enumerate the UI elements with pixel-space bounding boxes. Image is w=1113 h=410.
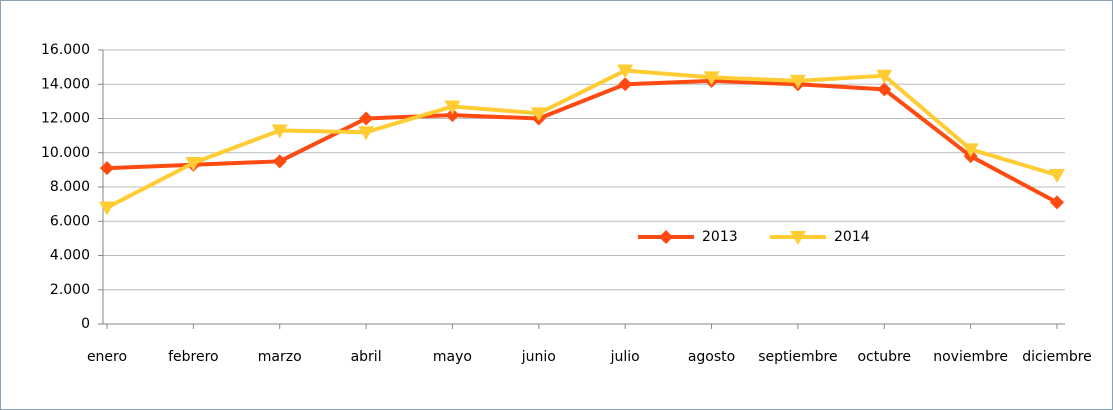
x-tick-label: junio <box>521 349 556 365</box>
data-point <box>877 82 892 97</box>
data-point <box>530 107 547 122</box>
legend-label: 2014 <box>834 229 870 245</box>
y-tick-label: 16.000 <box>41 42 90 58</box>
y-tick-label: 10.000 <box>41 145 90 161</box>
data-point <box>789 74 806 89</box>
legend-label: 2013 <box>702 229 738 245</box>
data-point <box>100 161 114 176</box>
series-line <box>106 68 1058 210</box>
x-tick-label: noviembre <box>933 349 1008 365</box>
y-tick-label: 4.000 <box>50 248 90 264</box>
data-point <box>358 126 375 141</box>
data-point <box>272 154 287 169</box>
y-tick-label: 2.000 <box>50 282 90 298</box>
data-point <box>703 71 720 86</box>
x-tick-label: diciembre <box>1022 349 1092 365</box>
x-tick-label: octubre <box>857 349 911 365</box>
x-tick-label: julio <box>610 349 640 365</box>
data-point <box>271 124 288 139</box>
y-tick-label: 0 <box>81 316 90 332</box>
x-tick-label: abril <box>351 349 382 365</box>
data-point <box>99 201 115 216</box>
data-point <box>444 100 461 115</box>
x-tick-label: marzo <box>258 349 302 365</box>
data-point <box>445 108 460 123</box>
data-point <box>617 64 634 79</box>
x-tick-label: febrero <box>168 349 219 365</box>
x-tick-label: agosto <box>688 349 735 365</box>
series-line <box>106 78 1058 205</box>
data-point <box>618 77 633 92</box>
y-tick-label: 6.000 <box>50 213 90 229</box>
legend-marker <box>659 230 673 244</box>
y-tick-label: 8.000 <box>50 179 90 195</box>
x-tick-label: enero <box>87 349 127 365</box>
data-point <box>1050 195 1064 210</box>
data-point <box>876 69 893 84</box>
x-tick-label: septiembre <box>758 349 837 365</box>
y-tick-label: 14.000 <box>41 76 90 92</box>
data-point <box>185 157 202 172</box>
data-point <box>962 143 979 158</box>
y-tick-label: 12.000 <box>41 111 90 127</box>
x-tick-label: mayo <box>433 349 472 365</box>
legend-marker <box>790 231 806 245</box>
data-point <box>1049 169 1065 184</box>
data-point <box>359 111 374 126</box>
